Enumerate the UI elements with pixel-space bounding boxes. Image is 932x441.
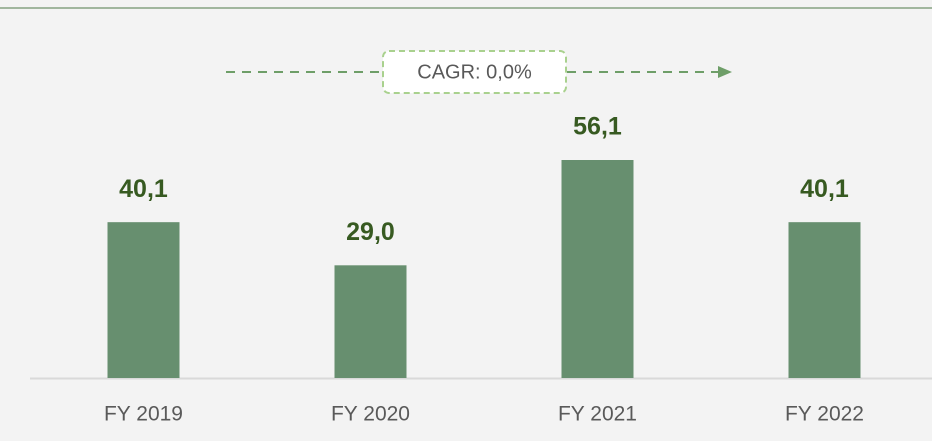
cagr-label: CAGR: 0,0% xyxy=(417,61,532,83)
bar xyxy=(561,160,634,378)
x-tick-label: FY 2020 xyxy=(331,403,410,426)
x-tick-label: FY 2022 xyxy=(785,403,864,426)
value-label: 56,1 xyxy=(573,113,622,141)
cagr-arrow-head xyxy=(718,66,732,78)
x-tick-label: FY 2019 xyxy=(104,403,183,426)
bar xyxy=(788,222,861,378)
value-label: 29,0 xyxy=(346,218,395,246)
bar xyxy=(334,265,407,378)
x-tick-label: FY 2021 xyxy=(558,403,637,426)
bar xyxy=(107,222,180,378)
value-label: 40,1 xyxy=(119,175,168,203)
value-label: 40,1 xyxy=(800,175,849,203)
cagr-box xyxy=(382,50,567,94)
